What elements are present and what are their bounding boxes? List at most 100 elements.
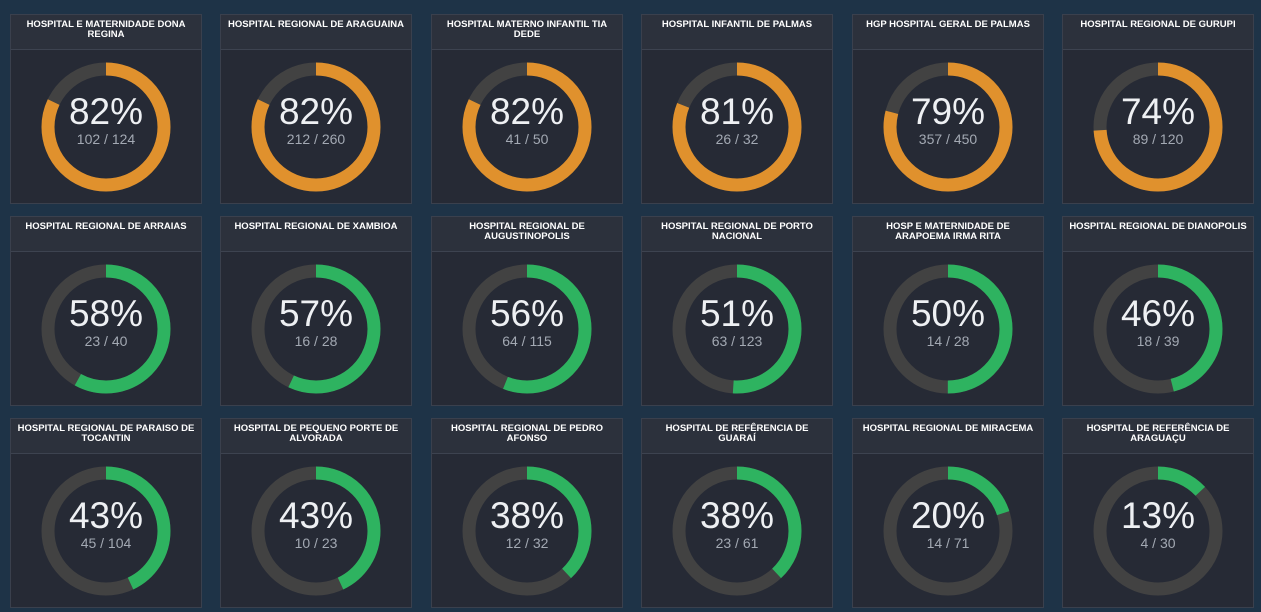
hospital-card[interactable]: HOSPITAL MATERNO INFANTIL TIA DEDE 82% 41 … xyxy=(431,14,623,204)
occupancy-percent: 46% xyxy=(1120,293,1196,334)
gauge-ring xyxy=(1093,264,1223,394)
card-header: HOSPITAL REGIONAL DE GURUPI xyxy=(1063,15,1253,50)
gauge-fill-arc xyxy=(672,466,802,596)
occupancy-ratio: 23 / 61 xyxy=(715,535,759,551)
gauge-label: 81% 26 / 32 xyxy=(669,59,805,195)
occupancy-ratio: 4 / 30 xyxy=(1140,535,1176,551)
gauge-ring xyxy=(41,62,171,192)
occupancy-ratio: 23 / 40 xyxy=(84,333,128,349)
gauge-fill-arc xyxy=(251,466,381,596)
occupancy-gauge: 74% 89 / 120 xyxy=(1090,59,1226,195)
hospital-card[interactable]: HOSPITAL INFANTIL DE PALMAS 81% 26 / 32 xyxy=(641,14,833,204)
hospital-card[interactable]: HOSPITAL REGIONAL DE ARAGUAINA 82% 212 / 2… xyxy=(220,14,412,204)
occupancy-ratio: 45 / 104 xyxy=(80,535,132,551)
hospital-name: HOSPITAL REGIONAL DE PEDRO AFONSO xyxy=(450,423,604,444)
gauge-fill-arc xyxy=(672,264,802,394)
occupancy-gauge: 79% 357 / 450 xyxy=(880,59,1016,195)
card-header: HOSPITAL REGIONAL DE XAMBIOA xyxy=(221,217,411,252)
gauge-ring xyxy=(1093,62,1223,192)
gauge-label: 20% 14 / 71 xyxy=(880,463,1016,599)
hospital-card[interactable]: HOSPITAL REGIONAL DE PORTO NACIONAL 51% 63… xyxy=(641,216,833,406)
occupancy-percent: 50% xyxy=(910,293,986,334)
hospital-card[interactable]: HOSPITAL REGIONAL DE AUGUSTINOPOLIS 56% 64… xyxy=(431,216,623,406)
occupancy-percent: 82% xyxy=(278,91,354,132)
gauge-ring xyxy=(251,62,381,192)
gauge-label: 82% 102 / 124 xyxy=(38,59,174,195)
gauge-label: 58% 23 / 40 xyxy=(38,261,174,397)
hospital-card[interactable]: HGP HOSPITAL GERAL DE PALMAS 79% 357 / 450 xyxy=(852,14,1044,204)
gauge-fill-arc xyxy=(462,62,592,192)
gauge-ring xyxy=(1093,466,1223,596)
occupancy-gauge: 38% 23 / 61 xyxy=(669,463,805,599)
hospital-card[interactable]: HOSPITAL REGIONAL DE PEDRO AFONSO 38% 12 /… xyxy=(431,418,623,608)
hospital-name: HOSPITAL REGIONAL DE GURUPI xyxy=(1080,19,1236,30)
gauge-ring xyxy=(251,264,381,394)
hospital-card[interactable]: HOSPITAL DE REFÊRENCIA DE GUARAÍ 38% 23 / … xyxy=(641,418,833,608)
gauge-label: 51% 63 / 123 xyxy=(669,261,805,397)
card-header: HOSP E MATERNIDADE DE ARAPOEMA IRMA RITA xyxy=(853,217,1043,252)
gauge-ring xyxy=(883,264,1013,394)
hospital-card[interactable]: HOSPITAL REGIONAL DE PARAISO DE TOCANTIN… xyxy=(10,418,202,608)
card-header: HOSPITAL REGIONAL DE ARRAIAS xyxy=(11,217,201,252)
gauge-fill-arc xyxy=(251,62,381,192)
gauge-fill-arc xyxy=(41,62,171,192)
occupancy-gauge: 82% 212 / 260 xyxy=(248,59,384,195)
occupancy-percent: 51% xyxy=(699,293,775,334)
card-header: HOSPITAL DE REFERÊNCIA DE ARAGUAÇU xyxy=(1063,419,1253,454)
hospital-card[interactable]: HOSPITAL REGIONAL DE DIANOPOLIS 46% 18 / 3… xyxy=(1062,216,1254,406)
occupancy-percent: 57% xyxy=(278,293,354,334)
occupancy-percent: 74% xyxy=(1120,91,1196,132)
occupancy-gauge: 58% 23 / 40 xyxy=(38,261,174,397)
gauge-label: 43% 45 / 104 xyxy=(38,463,174,599)
hospital-name: HOSPITAL REGIONAL DE ARRAIAS xyxy=(25,221,187,232)
occupancy-gauge: 46% 18 / 39 xyxy=(1090,261,1226,397)
gauge-fill-arc xyxy=(462,264,592,394)
occupancy-percent: 56% xyxy=(489,293,565,334)
hospital-card[interactable]: HOSPITAL DE REFERÊNCIA DE ARAGUAÇU 13% 4 /… xyxy=(1062,418,1254,608)
hospital-name: HOSPITAL DE REFERÊNCIA DE ARAGUAÇU xyxy=(1086,423,1230,444)
occupancy-percent: 79% xyxy=(910,91,986,132)
occupancy-ratio: 18 / 39 xyxy=(1136,333,1180,349)
occupancy-gauge: 51% 63 / 123 xyxy=(669,261,805,397)
gauge-label: 57% 16 / 28 xyxy=(248,261,384,397)
gauge-ring xyxy=(462,466,592,596)
occupancy-percent: 82% xyxy=(68,91,144,132)
occupancy-ratio: 357 / 450 xyxy=(918,131,978,147)
hospital-name: HGP HOSPITAL GERAL DE PALMAS xyxy=(866,19,1030,30)
hospital-card[interactable]: HOSPITAL DE PEQUENO PORTE DE ALVORADA 43%… xyxy=(220,418,412,608)
occupancy-ratio: 14 / 71 xyxy=(926,535,970,551)
gauge-label: 13% 4 / 30 xyxy=(1090,463,1226,599)
occupancy-percent: 38% xyxy=(489,495,565,536)
card-header: HOSPITAL INFANTIL DE PALMAS xyxy=(642,15,832,50)
gauge-fill-arc xyxy=(1093,466,1223,596)
gauge-ring xyxy=(672,62,802,192)
hospital-name: HOSPITAL DE PEQUENO PORTE DE ALVORADA xyxy=(233,423,399,444)
gauge-label: 79% 357 / 450 xyxy=(880,59,1016,195)
hospital-name: HOSPITAL INFANTIL DE PALMAS xyxy=(661,19,813,30)
hospital-card[interactable]: HOSPITAL REGIONAL DE GURUPI 74% 89 / 120 xyxy=(1062,14,1254,204)
hospital-card[interactable]: HOSPITAL REGIONAL DE MIRACEMA 20% 14 / 71 xyxy=(852,418,1044,608)
occupancy-percent: 82% xyxy=(489,91,565,132)
hospital-card[interactable]: HOSPITAL REGIONAL DE ARRAIAS 58% 23 / 40 xyxy=(10,216,202,406)
occupancy-gauge: 13% 4 / 30 xyxy=(1090,463,1226,599)
hospital-card[interactable]: HOSPITAL REGIONAL DE XAMBIOA 57% 16 / 28 xyxy=(220,216,412,406)
gauge-label: 43% 10 / 23 xyxy=(248,463,384,599)
occupancy-gauge: 20% 14 / 71 xyxy=(880,463,1016,599)
card-header: HOSPITAL REGIONAL DE PORTO NACIONAL xyxy=(642,217,832,252)
gauge-ring xyxy=(41,264,171,394)
gauge-fill-arc xyxy=(1093,62,1223,192)
occupancy-ratio: 14 / 28 xyxy=(926,333,970,349)
gauge-ring xyxy=(41,466,171,596)
gauge-fill-arc xyxy=(1093,264,1223,394)
hospital-card[interactable]: HOSP E MATERNIDADE DE ARAPOEMA IRMA RITA… xyxy=(852,216,1044,406)
card-header: HOSPITAL REGIONAL DE PEDRO AFONSO xyxy=(432,419,622,454)
gauge-label: 82% 212 / 260 xyxy=(248,59,384,195)
card-header: HOSPITAL DE PEQUENO PORTE DE ALVORADA xyxy=(221,419,411,454)
hospital-name: HOSPITAL REGIONAL DE AUGUSTINOPOLIS xyxy=(469,221,585,242)
gauge-ring xyxy=(251,466,381,596)
occupancy-percent: 58% xyxy=(68,293,144,334)
hospital-card[interactable]: HOSPITAL E MATERNIDADE DONA REGINA 82% 102… xyxy=(10,14,202,204)
occupancy-percent: 81% xyxy=(699,91,775,132)
gauge-ring xyxy=(883,466,1013,596)
